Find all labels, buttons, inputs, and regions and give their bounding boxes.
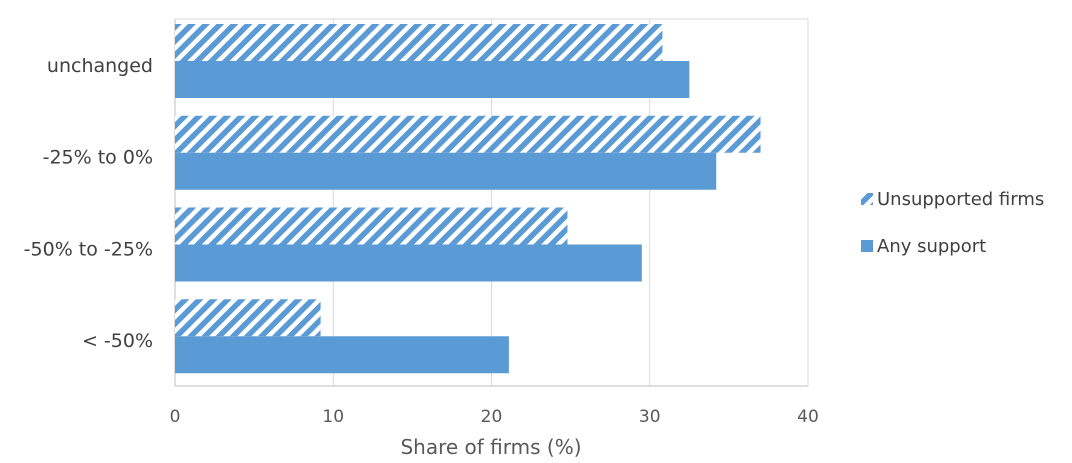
category-labels: unchanged -25% to 0% -50% to -25% < -50% bbox=[24, 55, 153, 352]
legend-swatch-unsupported bbox=[861, 193, 873, 205]
category-label: -50% to -25% bbox=[24, 238, 153, 260]
bar-any-support-3 bbox=[175, 336, 509, 374]
category-label: < -50% bbox=[82, 330, 153, 352]
bar-unsupported-1 bbox=[175, 115, 761, 153]
x-tick-labels: 0 10 20 30 40 bbox=[170, 407, 819, 427]
bars bbox=[175, 24, 761, 374]
x-tick-label: 10 bbox=[322, 407, 344, 427]
bar-any-support-2 bbox=[175, 244, 642, 282]
category-label: -25% to 0% bbox=[43, 147, 153, 169]
bar-unsupported-2 bbox=[175, 207, 568, 245]
legend: Unsupported firms Any support bbox=[861, 189, 1044, 257]
x-tick-label: 40 bbox=[797, 407, 819, 427]
bar-unsupported-0 bbox=[175, 24, 663, 61]
bar-any-support-1 bbox=[175, 152, 717, 190]
bar-any-support-0 bbox=[175, 61, 690, 98]
category-label: unchanged bbox=[47, 55, 153, 77]
legend-label-unsupported: Unsupported firms bbox=[877, 189, 1044, 210]
x-tick-label: 0 bbox=[170, 407, 181, 427]
legend-swatch-any-support bbox=[861, 240, 873, 252]
bar-unsupported-3 bbox=[175, 299, 321, 337]
x-tick-label: 30 bbox=[639, 407, 661, 427]
x-axis-title: Share of firms (%) bbox=[400, 435, 581, 459]
legend-label-any-support: Any support bbox=[877, 236, 986, 257]
x-tick-label: 20 bbox=[481, 407, 503, 427]
